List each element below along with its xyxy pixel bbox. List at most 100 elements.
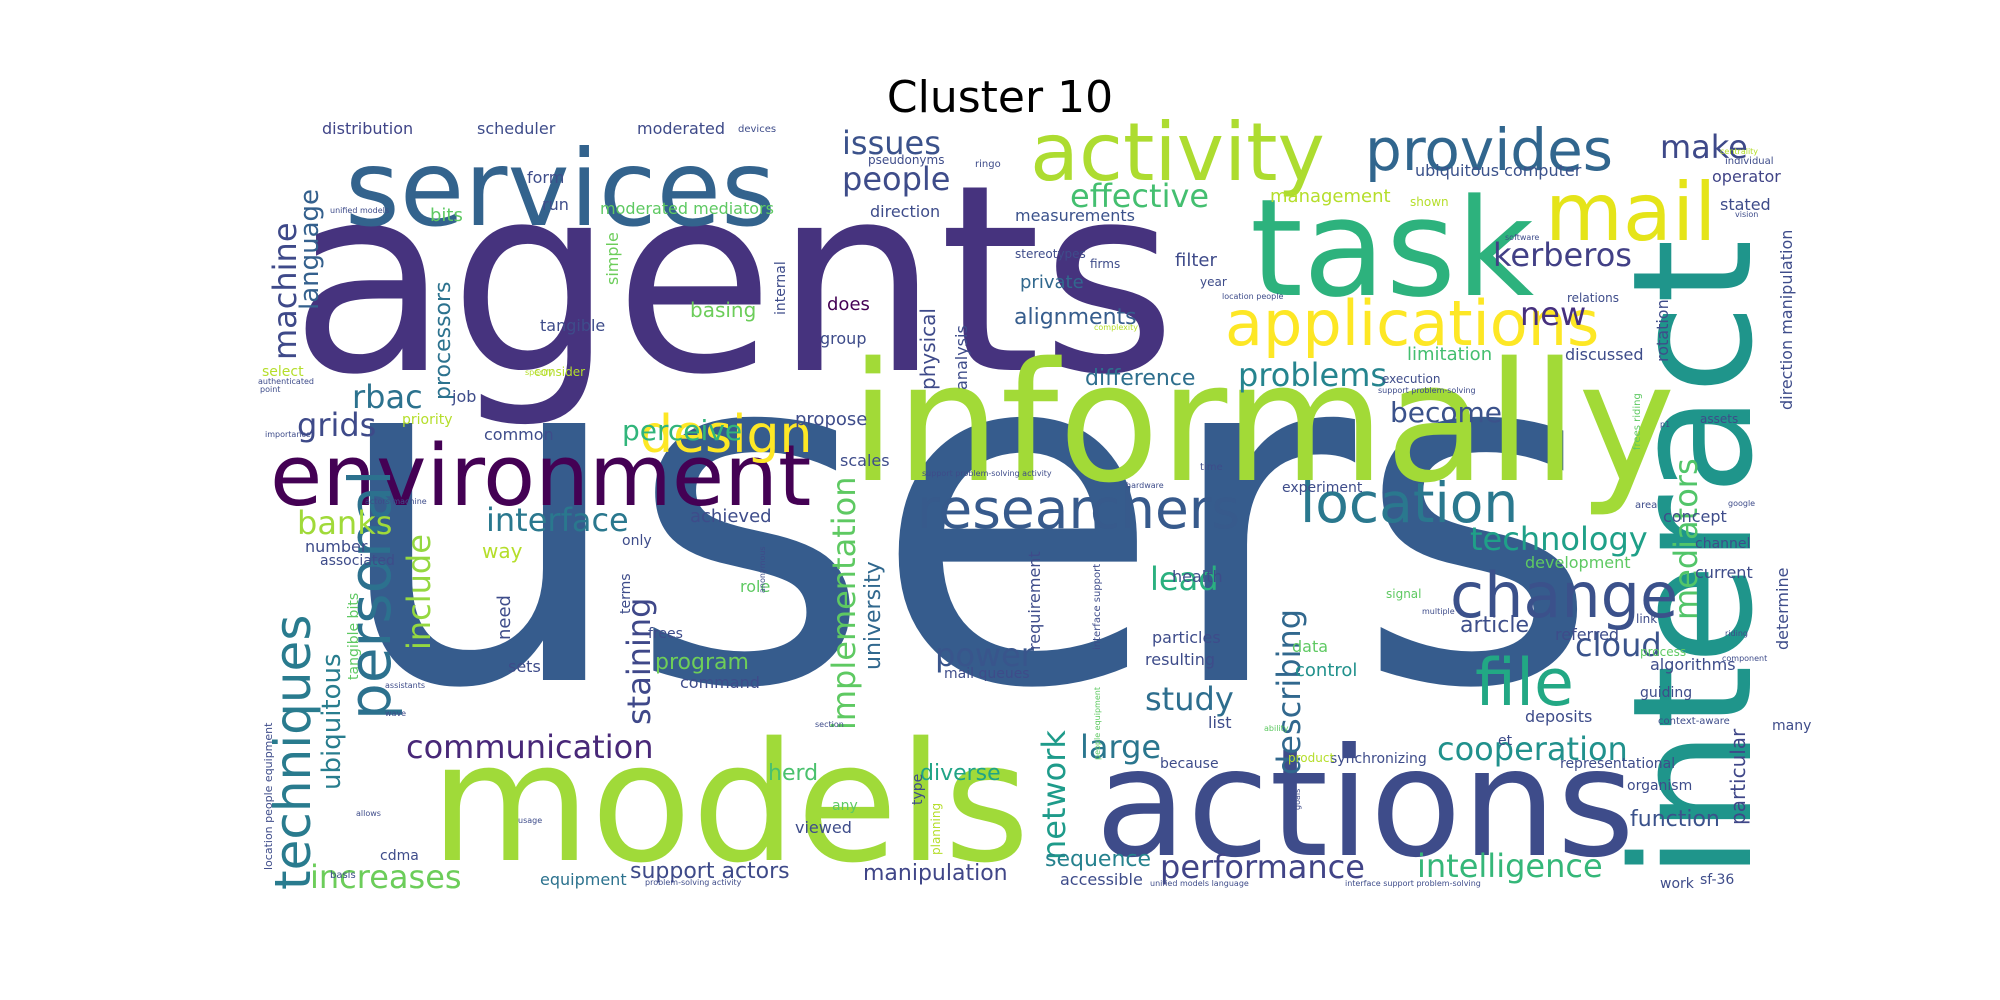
word-study: study <box>1145 680 1234 718</box>
word-limitation: limitation <box>1407 344 1492 365</box>
word-importance: importance <box>265 430 311 439</box>
word-product: product <box>1288 751 1334 765</box>
word-data: data <box>1292 637 1328 656</box>
word-manipulation: manipulation <box>863 861 1008 886</box>
word-filter: filter <box>1175 250 1217 271</box>
word-control: control <box>1295 660 1357 681</box>
word-program: program <box>655 650 749 675</box>
word-planning: planning <box>929 803 943 855</box>
word-ubiquitous-computer: ubiquitous computer <box>1415 161 1582 180</box>
word-section: section <box>815 720 844 729</box>
word-interface-support-problem-solving: interface support problem-solving <box>1345 879 1481 888</box>
word-implementation: implementation <box>825 476 863 730</box>
word-distribution: distribution <box>322 119 413 138</box>
word-task: task <box>1250 170 1534 327</box>
word-guiding: guiding <box>1640 685 1692 701</box>
word-assets: assets <box>1700 412 1738 426</box>
word-cooperation: cooperation <box>1437 730 1628 768</box>
word-make: make <box>1660 128 1748 166</box>
word-because: because <box>1160 756 1219 772</box>
word-activity: activity <box>1030 106 1325 199</box>
word-simple: simple <box>603 232 622 285</box>
word-actions: actions <box>1095 717 1635 891</box>
word-particular: particular <box>1726 728 1750 825</box>
word-particles: particles <box>1152 628 1221 647</box>
word-job: job <box>451 387 476 406</box>
word-article: article <box>1460 613 1529 638</box>
word-time: time <box>1200 462 1223 473</box>
word-location-people: location people <box>1222 292 1283 301</box>
word-number: number <box>305 537 368 556</box>
word-run: run <box>542 195 569 214</box>
word-assistants: assistants <box>385 681 425 690</box>
word-tangible: tangible <box>540 316 605 335</box>
word-agents: agents <box>290 130 1177 432</box>
word-referred: referred <box>1555 625 1619 644</box>
word-signal: signal <box>1386 587 1422 601</box>
word-herd: herd <box>768 761 818 786</box>
word-issues: issues <box>842 124 941 162</box>
word-channel: channel <box>1695 536 1750 552</box>
word-current: current <box>1695 563 1753 582</box>
word-direction-manipulation: direction manipulation <box>1777 230 1796 410</box>
word-type: type <box>910 774 926 805</box>
word-context-aware: context-aware <box>1658 716 1730 727</box>
word-relations: relations <box>1567 291 1619 305</box>
word-specify: specify <box>525 368 553 377</box>
word-propose: propose <box>795 409 867 430</box>
word-execution: execution <box>1382 372 1440 386</box>
word-rotation: rotation <box>1653 299 1672 362</box>
word-sequence: sequence <box>1045 847 1151 872</box>
word-change: change <box>1450 559 1678 632</box>
chart-title: Cluster 10 <box>886 72 1114 123</box>
word-sf-36: sf-36 <box>1700 872 1734 888</box>
word-models: models <box>430 707 1030 899</box>
word-unified-models-language: unified models language <box>1150 879 1249 888</box>
word-shown: shown <box>1410 195 1449 209</box>
word-large: large <box>1080 728 1161 766</box>
word-communication: communication <box>406 728 653 766</box>
word-year: year <box>1200 275 1227 289</box>
word-people-equipment: people equipment <box>1093 687 1102 760</box>
word-health: health <box>1172 567 1223 586</box>
word-vision: vision <box>1735 210 1758 219</box>
word-allows: allows <box>356 809 381 818</box>
word-machine: machine <box>266 222 304 360</box>
word-deposits: deposits <box>1525 707 1592 726</box>
word-firms: firms <box>1090 257 1120 271</box>
word-centrality: centrality <box>1720 147 1758 156</box>
word-ringo: ringo <box>975 159 1001 170</box>
word-become: become <box>1390 396 1502 429</box>
word-pseudonyms: pseudonyms <box>868 153 944 167</box>
word-lead: lead <box>1150 560 1219 598</box>
word-performance: performance <box>1160 848 1365 886</box>
word-basing: basing <box>690 298 756 322</box>
word-algorithms: algorithms <box>1650 655 1736 674</box>
word-mail: mail <box>1545 166 1716 259</box>
word-stated: stated <box>1720 195 1771 214</box>
word-interface: interface <box>486 501 629 539</box>
word-informally: informally <box>850 327 1676 519</box>
word-interact: interact <box>1597 239 1789 880</box>
word-rbac: rbac <box>352 378 423 416</box>
word-support-problem-solving: support problem-solving <box>1378 386 1476 395</box>
word-development: development <box>1525 553 1631 572</box>
word-intelligence: intelligence <box>1417 847 1603 885</box>
word-wave: wave <box>385 709 406 718</box>
word-researchers: researchers <box>917 477 1240 541</box>
word-discussed: discussed <box>1565 345 1644 364</box>
word-moderated: moderated <box>637 119 725 138</box>
word-language: language <box>295 189 325 310</box>
word-authenticated: authenticated <box>258 377 314 386</box>
word-organism: organism <box>1627 778 1692 794</box>
word-provides: provides <box>1365 116 1613 184</box>
word-design: design <box>640 405 813 465</box>
word-link: link <box>1636 612 1657 626</box>
word-individual: individual <box>1725 156 1774 167</box>
word-cdma: cdma <box>380 848 419 864</box>
word-riding: riding <box>1725 629 1748 638</box>
word-services: services <box>345 128 776 250</box>
word-synchronizing: synchronizing <box>1330 751 1427 767</box>
word-anonymous: anonymous <box>758 546 767 593</box>
word-location-people-equipment: location people equipment <box>262 722 275 870</box>
